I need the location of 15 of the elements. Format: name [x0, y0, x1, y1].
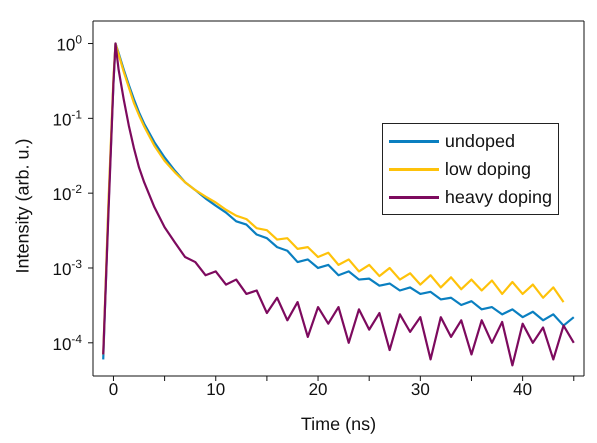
- x-tick-label: 10: [206, 380, 226, 400]
- x-tick-label: 0: [108, 380, 118, 400]
- y-tick-label: 10$^{-4}$: [52, 332, 82, 354]
- x-tick-label: 30: [410, 380, 430, 400]
- y-axis-title: Intensity (arb. u.): [12, 138, 32, 274]
- legend-label: undoped: [444, 130, 515, 153]
- y-tick-label: 10$^{0}$: [56, 32, 82, 55]
- y-tick-label: 10$^{-3}$: [52, 256, 82, 279]
- x-tick-label: 40: [513, 380, 532, 400]
- legend-label: low doping: [444, 158, 531, 181]
- y-tick-label: 10$^{-1}$: [52, 107, 82, 130]
- legend-label: heavy doping: [444, 186, 552, 209]
- x-axis-title: Time (ns): [300, 414, 376, 434]
- y-tick-label: 10$^{-2}$: [52, 182, 82, 204]
- x-tick-label: 20: [308, 380, 328, 400]
